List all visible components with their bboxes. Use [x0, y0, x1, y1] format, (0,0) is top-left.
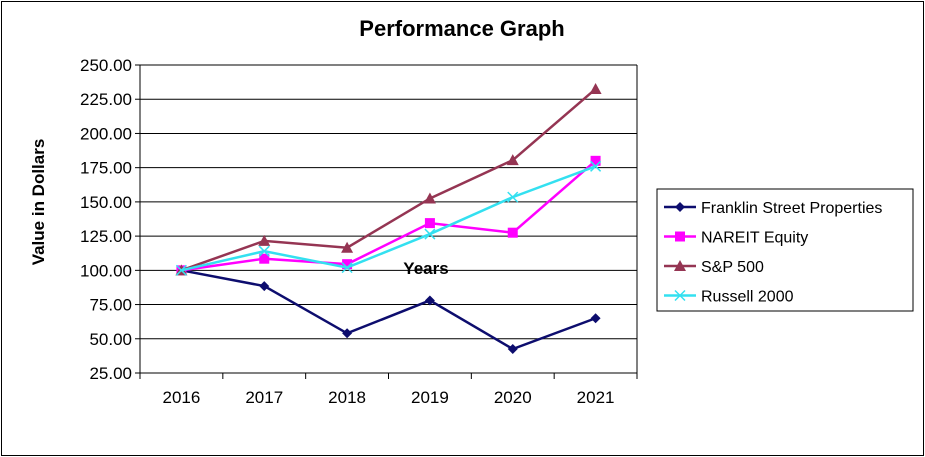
data-point [590, 313, 601, 324]
data-point [259, 253, 270, 264]
x-tick-label: 2020 [494, 388, 532, 407]
legend-label: Franklin Street Properties [701, 200, 882, 217]
x-tick-label: 2019 [411, 388, 449, 407]
legend-marker-stroke [674, 289, 686, 302]
legend-label: S&P 500 [701, 259, 764, 276]
data-point [259, 281, 270, 292]
chart-title: Performance Graph [359, 16, 564, 41]
y-tick-label: 225.00 [80, 90, 132, 109]
data-point [423, 192, 436, 204]
data-point [424, 295, 435, 306]
y-tick-labels: 25.00 50.00 75.00 100.00 125.00 150.00 175.00 2… [80, 56, 132, 383]
y-tick-label: 200.00 [80, 124, 132, 143]
data-point [424, 228, 436, 240]
y-tick-label: 75.00 [89, 296, 132, 315]
data-point-stroke [590, 160, 602, 172]
legend-marker [675, 202, 685, 212]
y-axis-title: Value in Dollars [29, 139, 48, 266]
y-tick-label: 25.00 [89, 364, 132, 383]
data-point-stroke [507, 191, 519, 203]
legend-box [656, 188, 914, 312]
y-tick-label: 150.00 [80, 193, 132, 212]
series-s-p-500 [175, 82, 602, 276]
x-tick-labels: 2016 2017 2018 2019 2020 2021 [163, 388, 615, 407]
data-point [341, 241, 354, 253]
legend-entry: S&P 500 [664, 259, 764, 276]
x-tick-label: 2016 [163, 388, 201, 407]
data-point-stroke [424, 228, 436, 240]
data-point-stroke [175, 264, 187, 276]
data-point [342, 259, 353, 270]
data-point [424, 218, 435, 229]
data-point [341, 262, 353, 274]
legend-marker [674, 260, 686, 271]
series-line [181, 159, 597, 272]
legend-entry: Russell 2000 [664, 289, 794, 306]
y-tick-label: 100.00 [80, 261, 132, 280]
legend-marker [675, 231, 685, 242]
legend-entry: Franklin Street Properties [664, 200, 882, 217]
x-tick-label: 2021 [577, 388, 615, 407]
series-franklin-street-properties [176, 265, 601, 355]
series-line [181, 269, 597, 351]
data-point-stroke [258, 245, 270, 257]
legend: Franklin Street Properties NAREIT Equity S… [656, 188, 914, 312]
legend-label: NAREIT Equity [701, 230, 808, 247]
y-tick-label: 250.00 [80, 56, 132, 75]
legend-marker [674, 289, 686, 302]
series-line [180, 88, 597, 272]
data-point [507, 344, 518, 355]
series-line [181, 165, 597, 272]
data-point [175, 264, 187, 276]
y-tick-label: 175.00 [80, 159, 132, 178]
data-point [507, 227, 518, 238]
data-point [258, 234, 271, 246]
y-tick-label: 50.00 [89, 330, 132, 349]
axes [135, 64, 638, 379]
grid-lines [140, 64, 637, 374]
data-point [507, 191, 519, 203]
legend-entry: NAREIT Equity [664, 230, 808, 247]
legend-label: Russell 2000 [701, 289, 794, 306]
series-lines [175, 82, 602, 355]
data-point [506, 154, 519, 166]
data-point [258, 245, 270, 257]
data-point [590, 160, 602, 172]
x-tick-label: 2018 [328, 388, 366, 407]
x-tick-label: 2017 [245, 388, 283, 407]
data-point-stroke [341, 262, 353, 274]
series-russell-2000 [175, 160, 602, 276]
x-axis-title: Years [403, 259, 448, 278]
data-point [590, 155, 601, 166]
y-tick-label: 125.00 [80, 227, 132, 246]
data-point [342, 328, 353, 339]
data-point [589, 82, 602, 94]
